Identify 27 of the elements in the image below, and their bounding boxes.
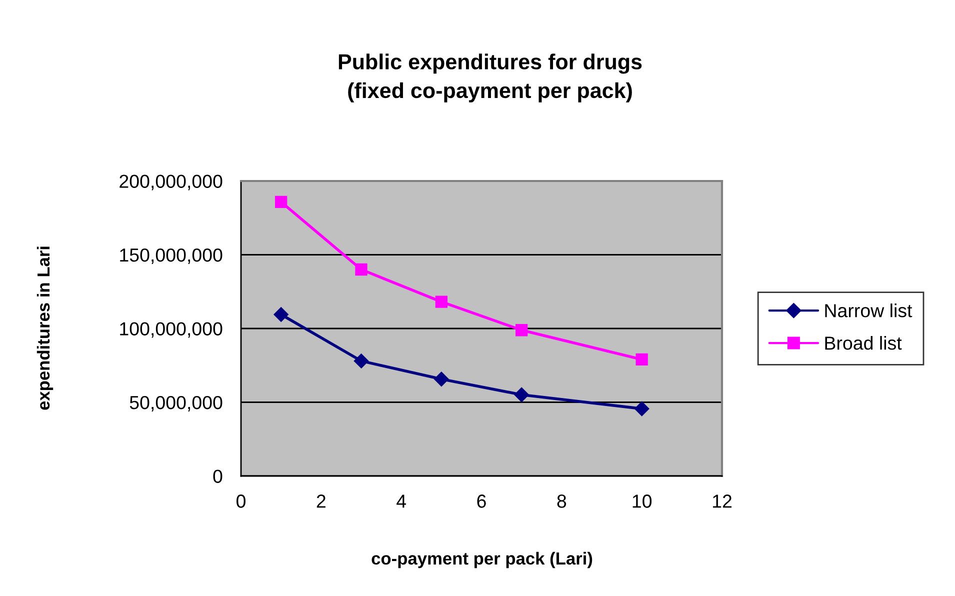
x-tick-label: 0 <box>236 494 246 508</box>
y-axis-title: expenditures in Lari <box>36 246 54 410</box>
x-tick-label: 10 <box>632 494 652 508</box>
point <box>355 263 368 276</box>
point <box>275 196 288 208</box>
x-tick-label: 12 <box>713 494 732 508</box>
legend-label: Broad list <box>825 336 902 350</box>
y-tick-label: 50,000,000 <box>130 396 222 412</box>
x-tick-label: 4 <box>396 494 406 508</box>
y-tick-label: 150,000,000 <box>120 248 222 264</box>
x-tick-label: 8 <box>557 494 566 508</box>
legend-label: Narrow list <box>825 304 912 318</box>
point <box>354 354 369 368</box>
chart-title: Public expenditures for drugs (fixed co-payment per pack) <box>338 54 642 102</box>
y-tick-label: 200,000,000 <box>120 174 222 190</box>
x-axis-title: co-payment per pack (Lari) <box>372 552 592 568</box>
y-tick-label: 100,000,000 <box>120 322 222 338</box>
x-tick-label: 6 <box>477 494 486 508</box>
x-tick-label: 2 <box>316 494 326 508</box>
point <box>514 387 529 402</box>
point <box>434 372 449 386</box>
point <box>274 307 288 322</box>
point <box>634 401 650 416</box>
point <box>516 324 528 336</box>
point <box>636 353 648 366</box>
point <box>435 296 448 308</box>
y-tick-label: 0 <box>213 470 222 483</box>
